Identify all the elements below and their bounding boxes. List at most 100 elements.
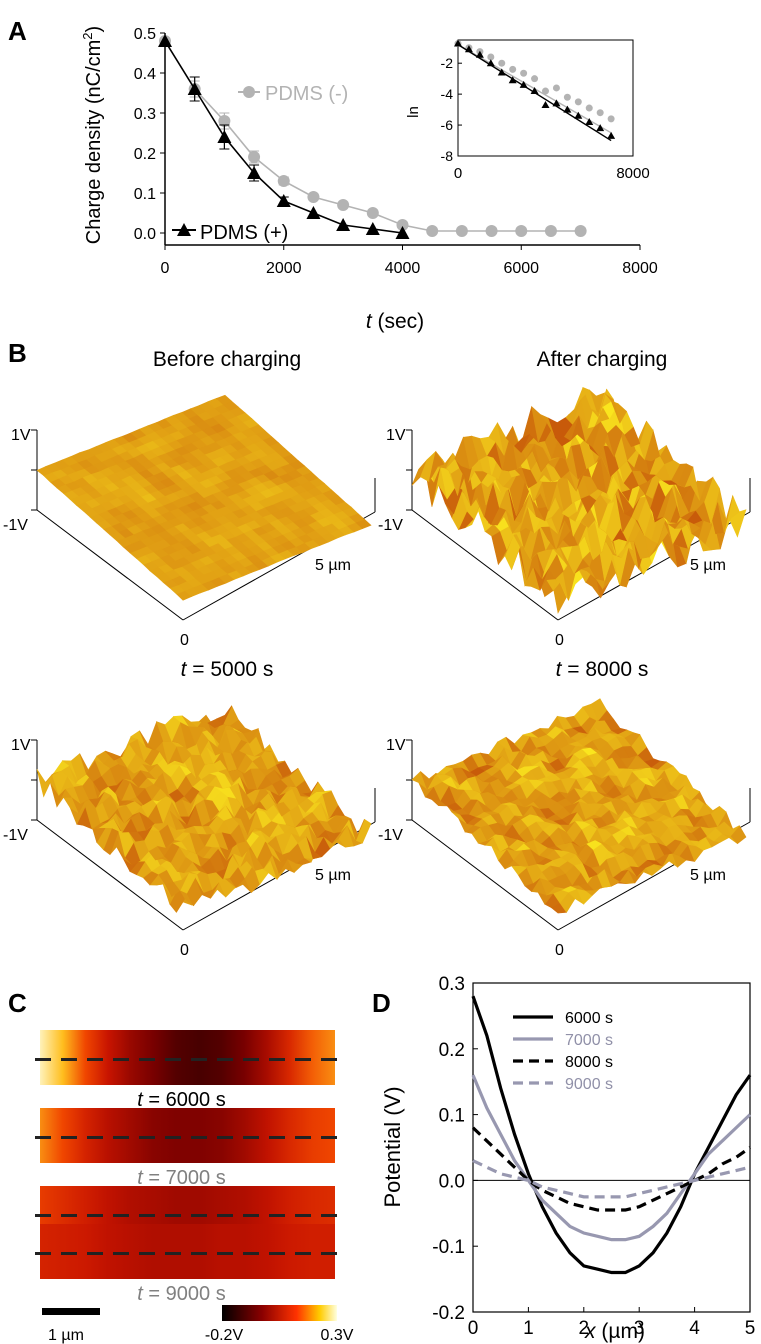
surface-cell [730,825,747,845]
panel-c-heatmaps: t = 6000 st = 7000 st = 8000 st = 9000 s [35,1030,340,1305]
inset-y-tick-label: -2 [441,55,454,71]
x-tick-label: 4 [689,1318,700,1339]
surface-cell [591,389,607,418]
origin-label: 0 [555,632,564,649]
x-axis-3d [411,509,559,621]
data-point [574,225,587,237]
legend-marker-pdms-pos [177,223,191,236]
data-point [247,166,262,179]
surface-title: t = 5000 s [181,658,274,681]
inset-point [552,84,560,92]
z-bottom-label: -1V [3,517,28,534]
scale-bar-label: 1 µm [48,1327,84,1344]
legend-marker-pdms-neg [243,86,255,98]
surface-panel: After charging 1V -1V 0 5 µm [378,348,751,649]
panel-b-letter: B [8,338,27,368]
y-tick-label: 0.1 [439,1106,465,1127]
z-bottom-label: -1V [378,517,403,534]
origin-label: 0 [555,942,564,959]
inset-point [464,45,473,53]
inset-point [530,87,539,95]
x-axis-3d [36,509,184,621]
inset-point [498,59,506,67]
data-point [396,219,409,231]
colorbar-min-label: -0.2V [205,1327,244,1344]
x-tick-label: 2000 [266,260,302,277]
inset-y-tick-label: -8 [441,148,454,164]
inset-point [596,124,605,132]
data-point [218,115,231,127]
surface-panel: Before charging 1V -1V 0 5 µm [3,348,376,649]
data-point [276,194,291,207]
data-point [187,82,202,95]
y-tick-label: 0.0 [134,226,156,243]
panel-a-letter: A [8,16,27,46]
data-point [248,151,261,163]
y-tick-label: 0.0 [439,1171,465,1192]
inset-point [541,100,550,108]
data-point [277,175,290,187]
panel-a-legend: PDMS (-) PDMS (+) [172,83,348,244]
y-tick-label: 0.5 [134,26,156,43]
inset-point [508,76,517,84]
y-tick-label: 0.4 [134,66,156,83]
y-tick-label: -0.1 [432,1237,465,1258]
z-bottom-label: -1V [378,827,403,844]
x-tick-label: 3 [634,1318,645,1339]
heatmap-rect [40,1108,335,1163]
series-line [471,1126,751,1212]
x-tick-label: 0 [468,1318,479,1339]
panel-d-letter: D [372,988,391,1018]
y-tick-label: 0.3 [439,974,465,995]
heatmap-strip: t = 9000 s [35,1224,340,1305]
colorbar-max-label: 0.3V [321,1327,354,1344]
inset-point [607,131,616,139]
x-axis-3d [36,819,184,931]
data-point [426,225,439,237]
y-tick-label: 0.1 [134,186,156,203]
panel-c-scalebar: 1 µm [42,1308,100,1344]
data-point [158,34,172,47]
data-point [365,222,380,235]
inset-point [574,111,583,119]
inset-point [509,65,517,73]
z-top-label: 1V [386,427,406,444]
panel-a-axes: 0 2000 4000 6000 8000 0.0 0.1 0.2 0.3 0.4 0.5 [134,26,658,277]
legend-label: 9000 s [565,1076,613,1093]
data-point [455,225,468,237]
inset-point [454,39,462,47]
inset-y-axis-label: ln [405,106,422,118]
panel-a-chart: 0 2000 4000 6000 8000 0.0 0.1 0.2 0.3 0.4 0.5 Char… [80,26,658,333]
z-top-label: 1V [386,737,406,754]
inset-y-tick-label: -4 [441,86,454,102]
surface-cell [591,698,607,722]
inset-point [596,109,604,117]
surface-cell [215,705,232,725]
inset-point [519,80,528,88]
legend-label: 6000 s [565,1010,613,1027]
inset-point [585,117,594,125]
inset-y-tick-label: -6 [441,117,454,133]
scale-label: 5 µm [315,867,351,884]
strip-label: t = 9000 s [137,1283,225,1305]
legend-label-pdms-neg: PDMS (-) [265,83,348,105]
y-tick-label: 0.3 [134,106,156,123]
inset-point [585,104,593,112]
colorbar [222,1305,337,1321]
surface-cell [215,394,233,405]
legend-label: 7000 s [565,1032,613,1049]
inset-frame [457,39,634,157]
data-point [307,191,320,203]
data-point [217,130,232,143]
inset-point [574,98,582,106]
panel-d-series [471,995,752,1275]
data-point [544,225,557,237]
inset-point [486,59,495,67]
data-point [395,226,410,239]
x-tick-label: 4000 [385,260,421,277]
scale-label: 5 µm [315,557,351,574]
surface-title: t = 8000 s [556,658,649,681]
surface-title: Before charging [153,348,301,371]
legend-label-pdms-pos: PDMS (+) [200,222,288,244]
